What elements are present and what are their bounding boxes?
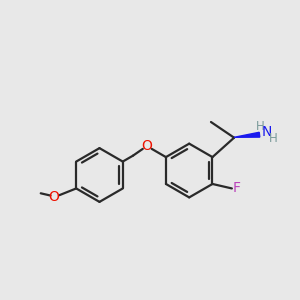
Text: F: F [233, 182, 241, 195]
Text: O: O [49, 190, 60, 204]
Polygon shape [234, 132, 260, 137]
Text: O: O [141, 139, 152, 153]
Text: H: H [256, 120, 264, 133]
Text: H: H [268, 132, 277, 145]
Text: N: N [261, 125, 272, 140]
